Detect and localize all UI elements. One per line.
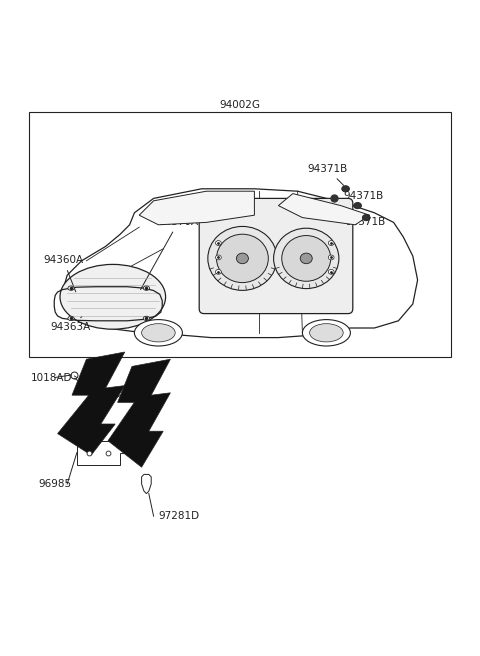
Text: 94363A: 94363A (50, 316, 91, 333)
Ellipse shape (300, 253, 312, 264)
Ellipse shape (60, 264, 166, 329)
Text: 94370A: 94370A (141, 216, 199, 289)
Ellipse shape (216, 270, 221, 274)
Ellipse shape (354, 203, 361, 209)
Polygon shape (62, 189, 418, 338)
Ellipse shape (143, 286, 150, 291)
Ellipse shape (302, 319, 350, 346)
Ellipse shape (134, 319, 182, 346)
Ellipse shape (328, 255, 334, 260)
FancyBboxPatch shape (199, 198, 353, 314)
Ellipse shape (68, 316, 74, 321)
Polygon shape (77, 441, 127, 465)
Text: 96985: 96985 (38, 479, 72, 489)
Ellipse shape (328, 270, 334, 274)
Polygon shape (139, 191, 254, 225)
Ellipse shape (310, 323, 343, 342)
Ellipse shape (143, 316, 150, 321)
Ellipse shape (216, 241, 221, 245)
Ellipse shape (208, 226, 277, 291)
Ellipse shape (236, 253, 249, 264)
Ellipse shape (362, 215, 370, 220)
Ellipse shape (216, 234, 268, 283)
Text: 94371B: 94371B (343, 191, 384, 201)
Text: 97281D: 97281D (158, 511, 200, 521)
Ellipse shape (282, 236, 331, 281)
Ellipse shape (328, 241, 334, 245)
Polygon shape (108, 359, 170, 467)
Polygon shape (142, 474, 151, 493)
Text: 1018AD: 1018AD (31, 373, 72, 383)
Bar (29, 112, 451, 357)
Text: 94371B: 94371B (307, 164, 348, 186)
Polygon shape (278, 194, 370, 225)
Ellipse shape (342, 186, 349, 192)
Text: 94371B: 94371B (346, 216, 386, 227)
Polygon shape (58, 352, 125, 455)
Ellipse shape (216, 255, 221, 260)
Ellipse shape (142, 323, 175, 342)
Ellipse shape (68, 286, 74, 291)
Text: 94002G: 94002G (219, 100, 261, 110)
Ellipse shape (274, 228, 339, 289)
Text: 94360A: 94360A (43, 255, 84, 292)
